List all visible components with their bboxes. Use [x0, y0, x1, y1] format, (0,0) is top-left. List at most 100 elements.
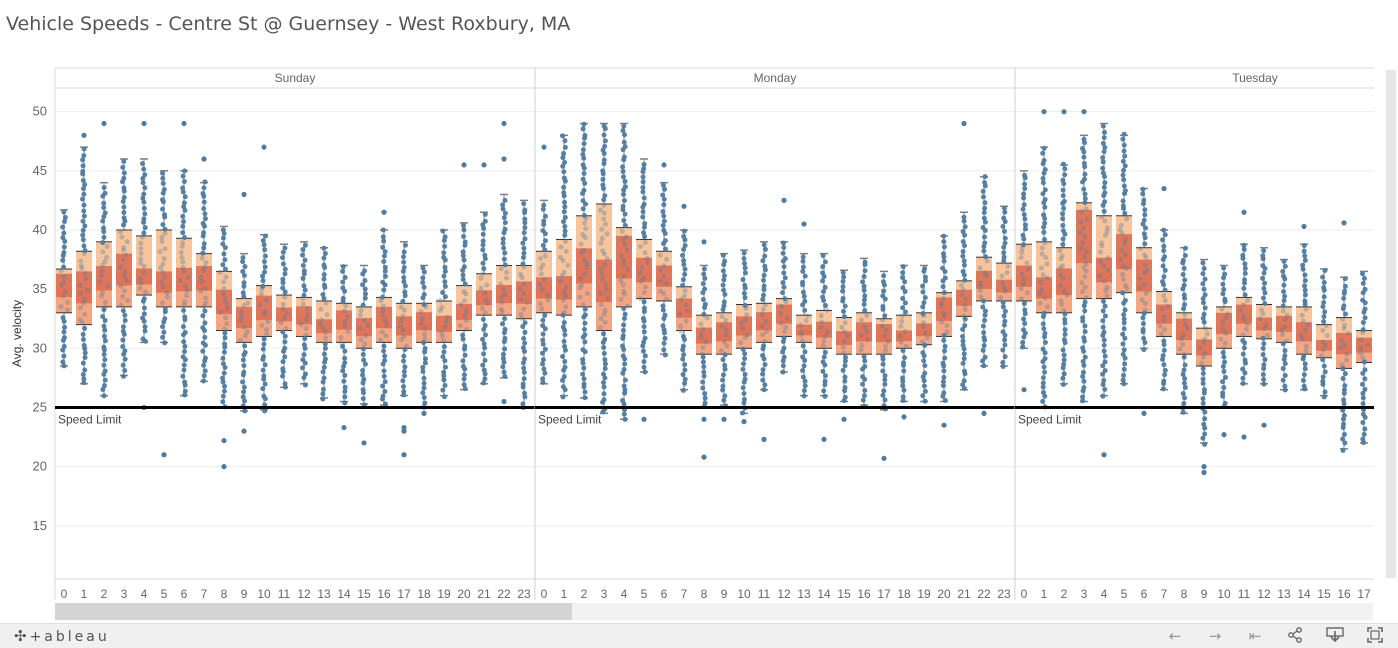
data-point	[1082, 299, 1088, 305]
data-point	[1242, 292, 1248, 298]
data-point	[141, 296, 147, 302]
data-point	[1042, 369, 1048, 375]
data-point	[1041, 364, 1047, 370]
data-point	[82, 296, 88, 302]
data-point	[1121, 277, 1127, 283]
data-point	[840, 344, 846, 350]
data-point	[618, 278, 624, 284]
revert-icon[interactable]: ⇤	[1248, 627, 1262, 645]
median-band	[536, 277, 552, 299]
data-point	[920, 289, 926, 295]
data-point	[381, 373, 387, 379]
data-point	[940, 383, 946, 389]
data-point	[481, 225, 487, 231]
data-point	[545, 297, 551, 303]
data-point	[463, 318, 469, 324]
data-point	[121, 245, 127, 251]
data-point	[801, 294, 807, 300]
data-point	[260, 283, 266, 289]
data-point	[1121, 167, 1127, 173]
data-point	[162, 316, 168, 322]
data-point	[1342, 371, 1348, 377]
data-point	[462, 386, 468, 392]
data-point	[1141, 347, 1147, 353]
data-point	[982, 254, 988, 260]
data-point	[301, 342, 307, 348]
data-point	[140, 315, 146, 321]
data-point	[1305, 322, 1311, 328]
data-point	[239, 309, 245, 315]
outlier-point	[801, 221, 807, 227]
data-point	[182, 194, 188, 200]
data-point	[1201, 311, 1207, 317]
data-point	[142, 185, 148, 191]
data-point	[1202, 350, 1208, 356]
data-point	[443, 319, 449, 325]
data-point	[460, 253, 466, 259]
horizontal-scrollbar[interactable]	[55, 603, 1373, 620]
data-point	[842, 303, 848, 309]
data-point	[421, 269, 427, 275]
data-point	[138, 250, 144, 256]
data-point	[885, 338, 891, 344]
data-point	[480, 336, 486, 342]
data-point	[741, 361, 747, 367]
fullscreen-icon[interactable]	[1364, 627, 1386, 647]
data-point	[1018, 254, 1024, 260]
outlier-point	[1341, 220, 1347, 226]
data-point	[182, 388, 188, 394]
data-point	[482, 310, 488, 316]
horizontal-scroll-thumb[interactable]	[55, 603, 572, 620]
tableau-logo[interactable]: ✣ +ableau	[14, 627, 110, 645]
vertical-scrollbar[interactable]	[1386, 70, 1396, 578]
box-lower	[1316, 345, 1332, 358]
data-point	[1245, 297, 1251, 303]
data-point	[679, 296, 685, 302]
data-point	[622, 377, 628, 383]
data-point	[1082, 176, 1088, 182]
data-point	[622, 361, 628, 367]
data-point	[61, 209, 67, 215]
data-point	[1161, 342, 1167, 348]
data-point	[99, 268, 105, 274]
data-point	[422, 356, 428, 362]
data-point	[520, 261, 526, 267]
data-point	[577, 285, 583, 291]
data-point	[1000, 363, 1006, 369]
data-point	[1345, 330, 1351, 336]
data-point	[1180, 371, 1186, 377]
data-point	[960, 228, 966, 234]
data-point	[621, 383, 627, 389]
data-point	[560, 394, 566, 400]
undo-icon[interactable]: ←	[1168, 627, 1182, 645]
data-point	[1058, 272, 1064, 278]
data-point	[1160, 237, 1166, 243]
data-point	[244, 329, 250, 335]
data-point	[1200, 435, 1206, 441]
data-point	[660, 209, 666, 215]
data-point	[1020, 327, 1026, 333]
data-point	[361, 268, 367, 274]
data-point	[579, 282, 585, 288]
data-point	[581, 187, 587, 193]
outlier-point	[821, 436, 827, 442]
vertical-scroll-thumb[interactable]	[1386, 70, 1396, 578]
share-icon[interactable]	[1284, 627, 1306, 647]
data-point	[601, 384, 607, 390]
data-point	[1082, 254, 1088, 260]
data-point	[941, 239, 947, 245]
download-icon[interactable]	[1324, 627, 1346, 647]
redo-icon[interactable]: →	[1208, 627, 1222, 645]
data-point	[81, 146, 87, 152]
data-point	[457, 323, 463, 329]
data-point	[722, 352, 728, 358]
data-point	[1123, 236, 1129, 242]
data-point	[142, 225, 148, 231]
data-point	[1082, 308, 1088, 314]
data-point	[980, 358, 986, 364]
data-point	[1060, 228, 1066, 234]
data-point	[1260, 311, 1266, 317]
data-point	[779, 303, 785, 309]
data-point	[500, 202, 506, 208]
data-point	[939, 319, 945, 325]
